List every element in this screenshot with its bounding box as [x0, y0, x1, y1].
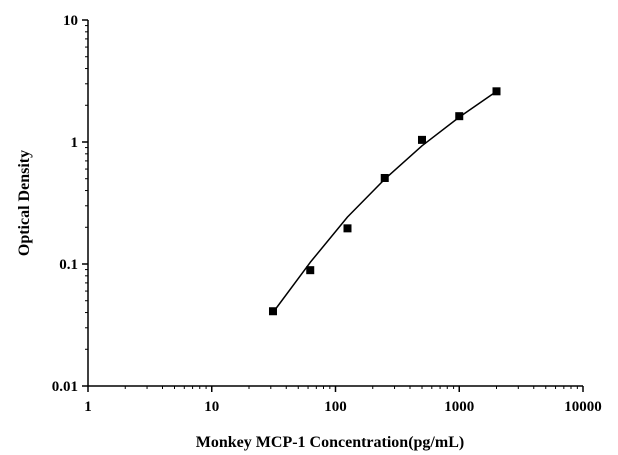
x-ticks: 1 10 100 1000 10000 [84, 386, 602, 415]
y-tick-label: 1 [71, 135, 79, 151]
data-point [492, 87, 501, 96]
x-tick-label: 10 [204, 399, 219, 415]
x-tick-label: 100 [324, 399, 347, 415]
fit-curve [272, 90, 497, 313]
data-points [268, 87, 501, 316]
fit-curve-line [272, 90, 497, 313]
data-point [268, 307, 277, 316]
data-point [455, 112, 464, 121]
chart-axes [87, 20, 583, 387]
data-point [417, 135, 426, 144]
y-tick-label: 0.1 [59, 257, 78, 273]
x-tick-label: 1000 [444, 399, 474, 415]
data-point [306, 266, 315, 275]
data-point [380, 173, 389, 182]
y-ticks: 0.01 0.1 1 10 [52, 13, 88, 395]
data-point [343, 224, 352, 233]
y-tick-label: 10 [63, 13, 78, 29]
y-axis-label: Optical Density [16, 150, 33, 256]
y-tick-label: 0.01 [52, 379, 78, 395]
x-axis-label: Monkey MCP-1 Concentration(pg/mL) [196, 434, 464, 451]
x-tick-label: 10000 [564, 399, 602, 415]
x-tick-label: 1 [84, 399, 92, 415]
